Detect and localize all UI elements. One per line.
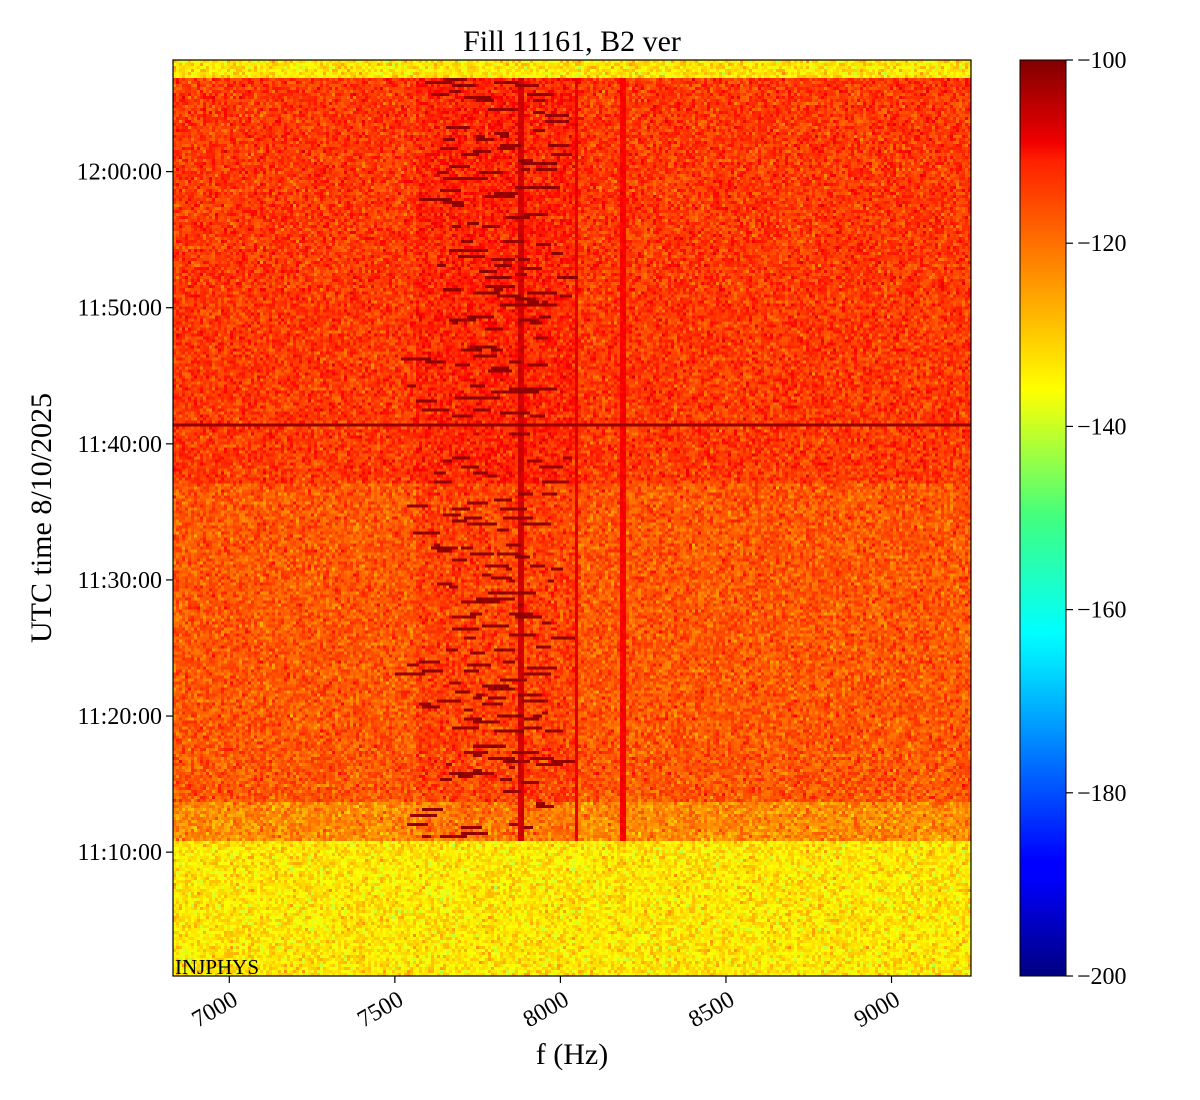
- spectrogram-plot-area: INJPHYS: [172, 59, 972, 979]
- y-tick-label: 12:00:00: [77, 160, 162, 186]
- y-tick-label: 11:50:00: [78, 296, 162, 322]
- colorbar: −100 −120 −140 −160 −180 −200: [1019, 48, 1127, 990]
- colorbar-tick-label: −120: [1077, 231, 1127, 257]
- colorbar-tick-label: −100: [1077, 48, 1127, 74]
- colorbar-tick-label: −160: [1077, 598, 1127, 624]
- colorbar-tick-label: −140: [1077, 414, 1127, 440]
- spectrogram-heatmap: [173, 60, 971, 976]
- chart-title: Fill 11161, B2 ver: [463, 25, 681, 58]
- y-axis-label: UTC time 8/10/2025: [25, 393, 58, 643]
- colorbar-tick-label: −180: [1077, 781, 1127, 807]
- colorbar-tick-label: −200: [1077, 964, 1127, 990]
- x-axis-label: f (Hz): [536, 1038, 608, 1071]
- y-tick-label: 11:40:00: [78, 432, 162, 458]
- x-tick-label: 8000: [519, 987, 574, 1034]
- injphys-annotation: INJPHYS: [175, 955, 259, 979]
- y-tick-label: 11:20:00: [78, 704, 162, 730]
- y-axis-ticks: 11:10:00 11:20:00 11:30:00 11:40:00 11:50:00…: [77, 160, 173, 866]
- y-tick-label: 11:30:00: [78, 568, 162, 594]
- colorbar-ticks: −100 −120 −140 −160 −180 −200: [1066, 48, 1127, 990]
- plot-frame: [172, 59, 972, 977]
- x-tick-label: 8500: [684, 987, 739, 1034]
- x-tick-label: 9000: [850, 987, 905, 1034]
- colorbar-gradient: [1019, 59, 1067, 977]
- x-tick-label: 7000: [188, 987, 243, 1034]
- x-axis-ticks: 7000 7500 8000 8500 9000: [188, 976, 905, 1033]
- x-tick-label: 7500: [353, 987, 408, 1034]
- y-tick-label: 11:10:00: [78, 840, 162, 866]
